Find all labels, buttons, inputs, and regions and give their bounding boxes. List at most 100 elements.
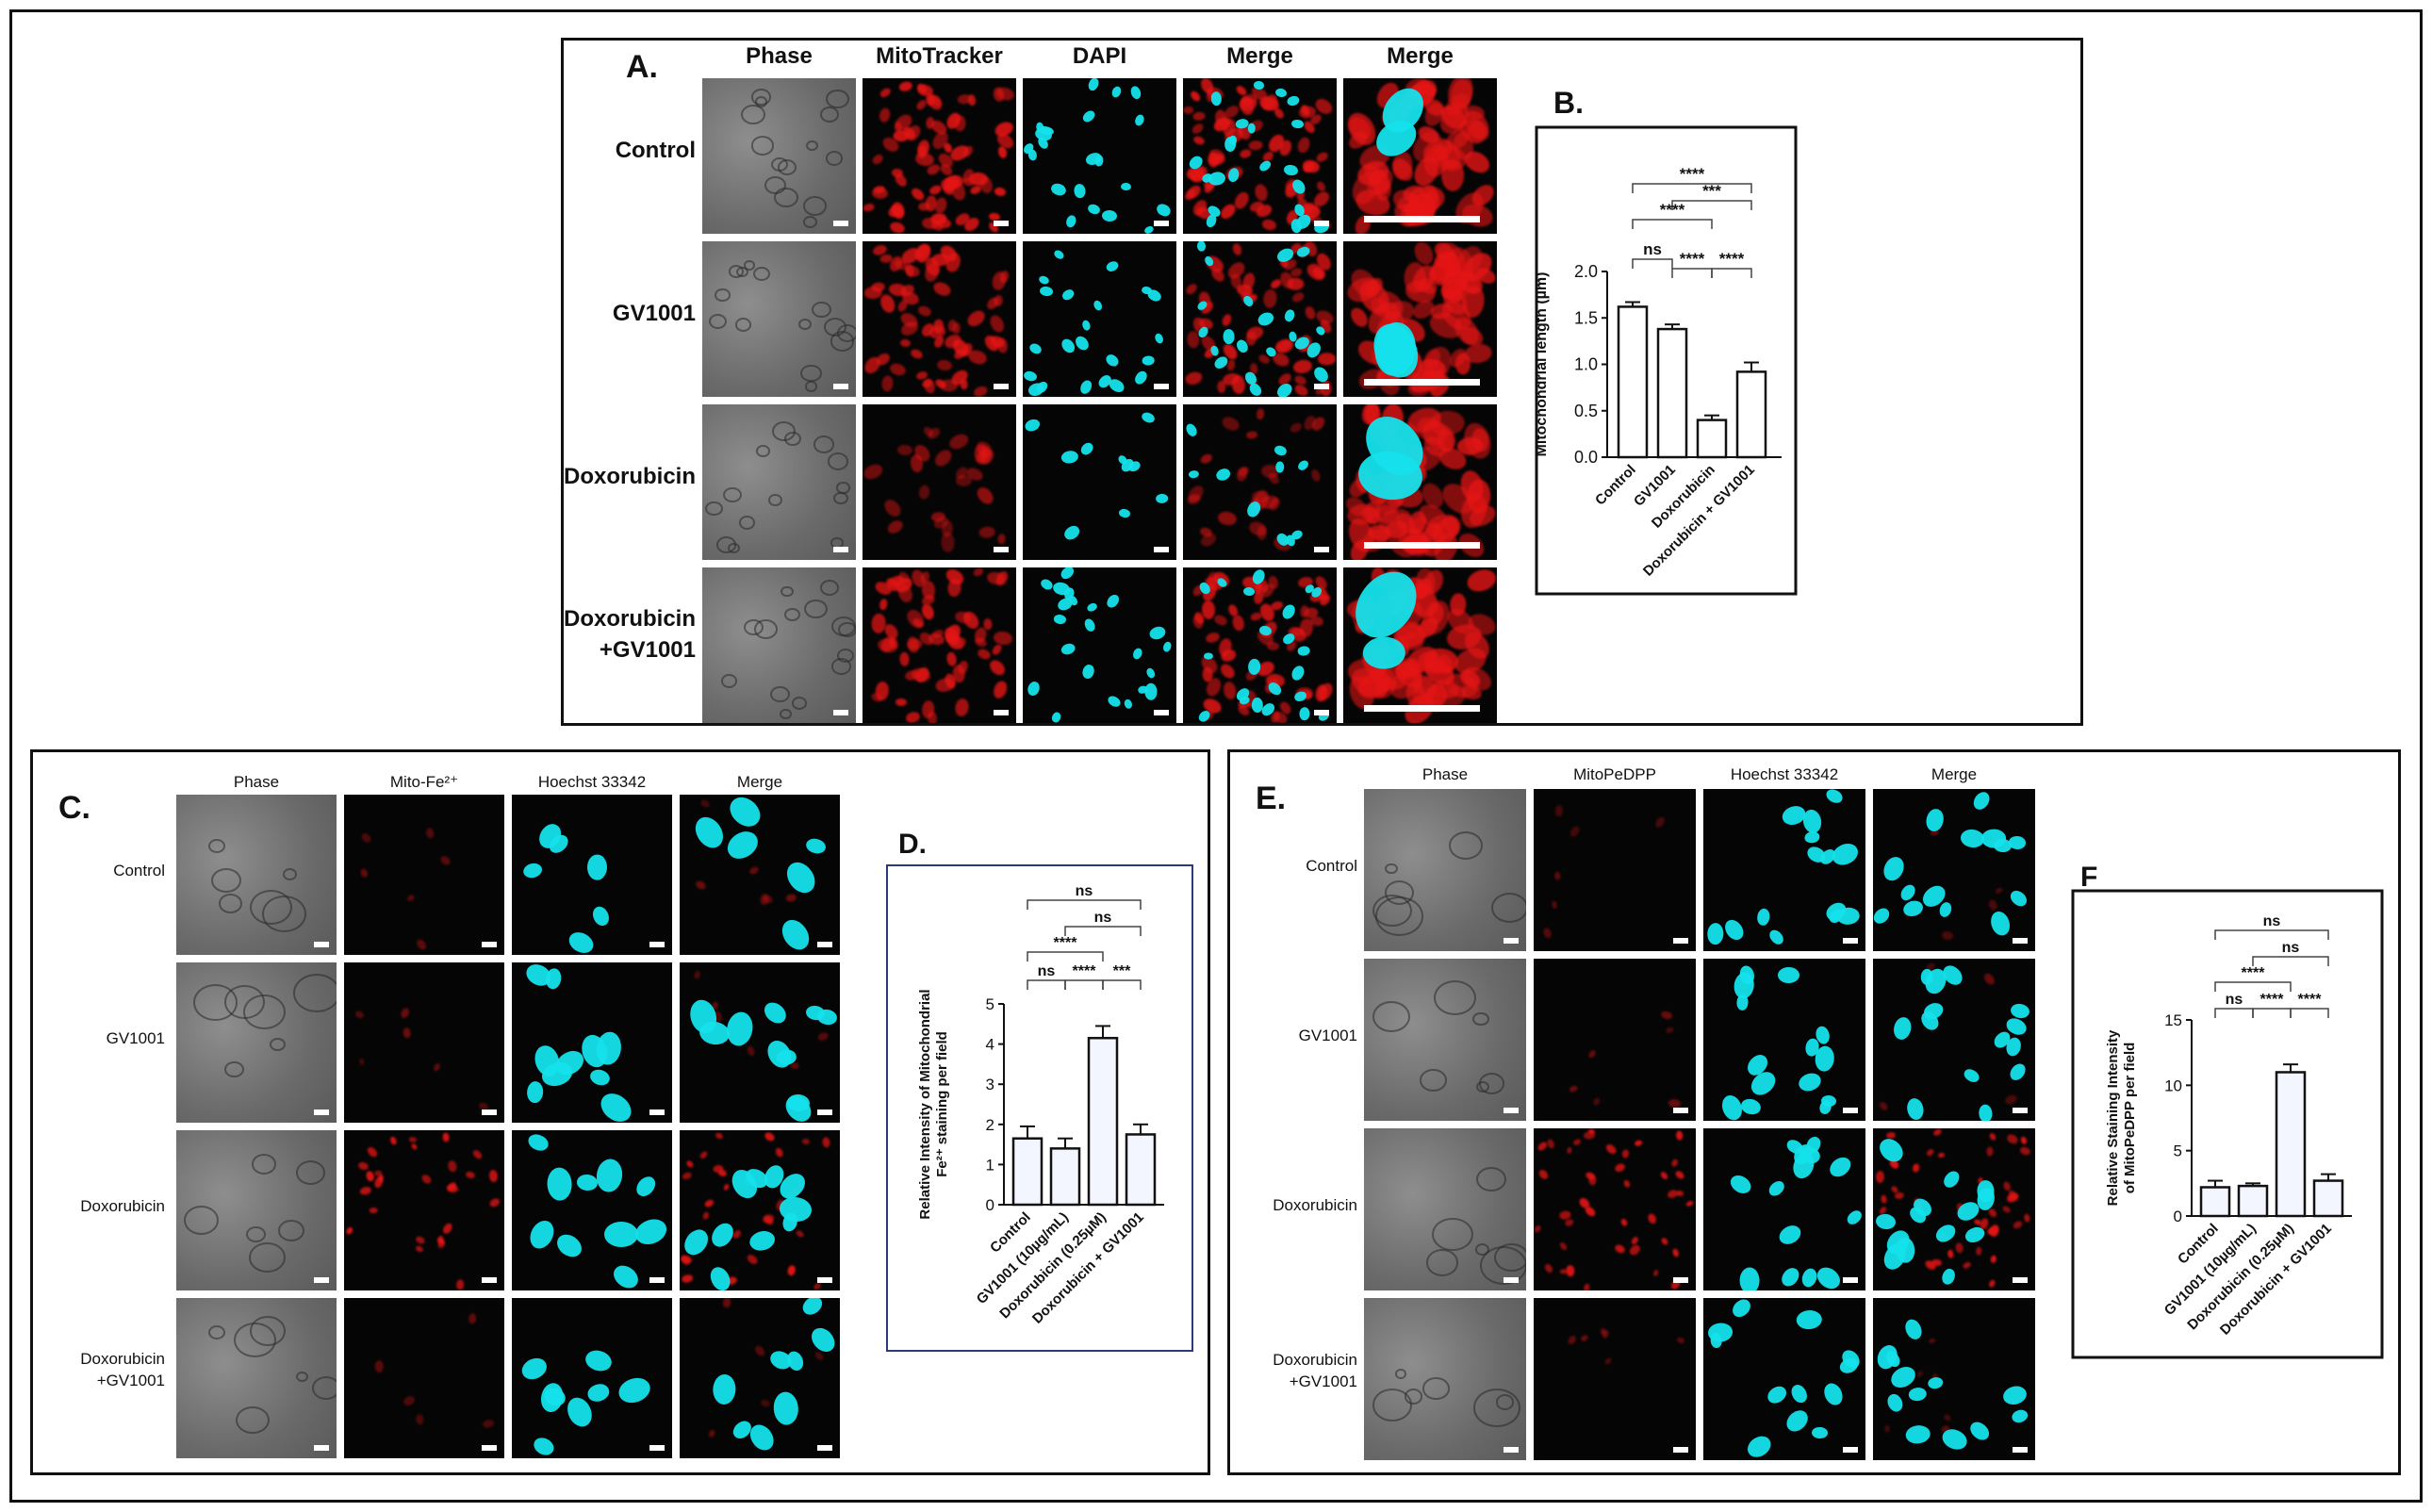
row-label: GV1001 (106, 1028, 165, 1047)
phase-cell (269, 1037, 286, 1052)
nucleus (1962, 1066, 1982, 1086)
phase-cell (830, 616, 856, 637)
scale-bar (1504, 1277, 1519, 1283)
nucleus (1299, 707, 1311, 721)
mito-signal (2012, 1220, 2024, 1230)
column-header: Hoechst 33342 (1730, 765, 1839, 783)
row-label: Doxorubicin (1273, 1195, 1357, 1214)
mito-signal (684, 1159, 695, 1169)
micrograph-tile (512, 795, 672, 955)
phase-cell (792, 697, 808, 710)
phase-cell (709, 313, 728, 329)
nucleus (1196, 241, 1207, 253)
nucleus (585, 1382, 612, 1405)
mito-signal (954, 698, 971, 718)
nucleus (1829, 840, 1862, 869)
nucleus (1023, 417, 1042, 435)
nucleus (1874, 1341, 1901, 1372)
bar (1617, 305, 1649, 459)
nucleus (1884, 1391, 1906, 1414)
mito-signal (946, 430, 971, 452)
mito-signal (2003, 1093, 2018, 1106)
mito-signal (425, 827, 435, 839)
mito-signal (698, 797, 712, 810)
phase-cell (311, 1375, 337, 1400)
bar (2199, 1186, 2231, 1218)
scale-bar (1673, 1108, 1688, 1113)
phase-cell (728, 542, 740, 553)
micrograph-tile (176, 1130, 337, 1290)
nucleus (804, 837, 828, 857)
nucleus (1932, 1221, 1959, 1246)
nucleus (1706, 922, 1724, 945)
chart-frame (886, 864, 1193, 1352)
nucleus (1161, 640, 1174, 653)
nucleus (1059, 567, 1076, 582)
y-tick-label: 1.5 (1574, 308, 1598, 327)
nucleus (1908, 1387, 1928, 1403)
significance-bracket (2290, 1008, 2329, 1018)
mito-signal (1212, 613, 1229, 628)
mito-signal (878, 598, 888, 611)
phase-cell (1374, 896, 1424, 936)
mito-signal (1245, 430, 1258, 440)
mito-signal (1304, 304, 1318, 320)
mito-signal (694, 879, 707, 891)
nucleus (632, 1214, 671, 1249)
phase-cell (211, 867, 242, 894)
nucleus (1203, 652, 1213, 660)
scale-bar (1843, 1277, 1858, 1283)
mito-signal (1545, 1138, 1556, 1150)
nucleus (1092, 299, 1104, 313)
mito-signal (863, 202, 876, 213)
y-tick-label: 5 (986, 995, 994, 1013)
micrograph-tile (176, 1298, 337, 1458)
phase-cell (836, 648, 854, 663)
mito-signal (1947, 1249, 1955, 1258)
mito-signal (703, 1197, 715, 1209)
phase-cell (1490, 893, 1526, 924)
row-label: Doxorubicin (563, 463, 696, 489)
scale-bar (314, 1445, 329, 1451)
micrograph-tile (1343, 567, 1497, 723)
mito-signal (760, 1398, 771, 1407)
nucleus (1060, 642, 1077, 657)
significance-bracket (1027, 979, 1066, 990)
scale-bar (1504, 1447, 1519, 1453)
micrograph-tile (1873, 959, 2035, 1121)
phase-cell (723, 486, 742, 503)
significance-bracket (1027, 951, 1104, 961)
mito-signal (884, 517, 905, 536)
nucleus (518, 1354, 551, 1384)
phase-cell (784, 608, 800, 622)
mito-signal (1941, 930, 1955, 942)
scale-bar (817, 1445, 832, 1451)
chart-frame (2071, 889, 2384, 1359)
significance-label: **** (2298, 992, 2323, 1008)
nucleus (1123, 698, 1134, 711)
bar (1125, 1133, 1157, 1207)
phase-cell (1472, 1011, 1489, 1027)
mito-signal (1587, 1048, 1597, 1060)
panel-a-frame (561, 38, 2083, 726)
mito-signal (786, 1264, 797, 1277)
mito-signal (987, 313, 1008, 336)
scale-bar (1673, 1277, 1688, 1283)
micrograph-tile (344, 962, 504, 1123)
significance-bracket (2214, 1008, 2254, 1018)
mito-signal (402, 1027, 412, 1040)
phase-cell (804, 599, 828, 619)
phase-cell (1476, 1166, 1506, 1192)
nucleus (1103, 352, 1121, 369)
mito-signal (1603, 1142, 1619, 1157)
mito-signal (357, 1160, 370, 1171)
mito-signal (871, 187, 890, 200)
nucleus (1085, 600, 1098, 614)
nucleus (1813, 1263, 1845, 1290)
mito-signal (1221, 681, 1238, 701)
y-tick-label: 2 (986, 1116, 994, 1134)
nucleus (1820, 1380, 1847, 1408)
nucleus (2009, 1001, 2031, 1020)
phase-cell (1372, 1389, 1413, 1422)
micrograph-tile (1183, 404, 1337, 560)
